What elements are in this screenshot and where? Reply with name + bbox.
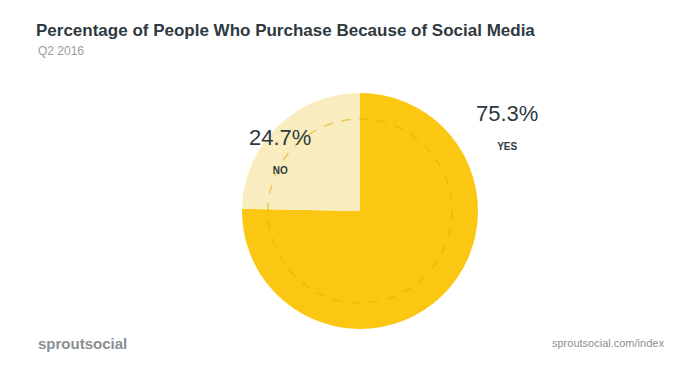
svg-text:24.7%NO: 24.7%NO xyxy=(249,125,311,176)
svg-text:Percentage of People Who Purch: Percentage of People Who Purchase Becaus… xyxy=(36,21,535,40)
svg-text:sproutsocial: sproutsocial xyxy=(38,335,127,352)
svg-text:75.3%YES: 75.3%YES xyxy=(476,101,538,152)
svg-text:sproutsocial.com/index: sproutsocial.com/index xyxy=(552,337,664,349)
svg-text:Q2 2016: Q2 2016 xyxy=(38,44,84,58)
